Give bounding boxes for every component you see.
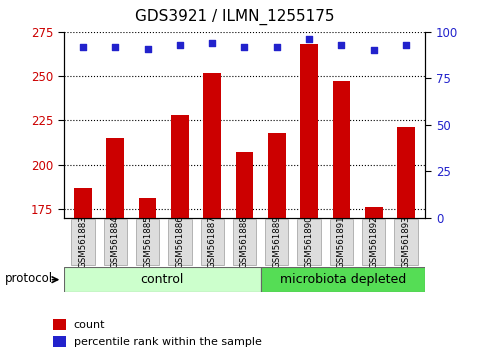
FancyBboxPatch shape [200, 219, 224, 264]
Bar [53, 336, 66, 347]
Bar [267, 133, 285, 218]
Bar [300, 44, 317, 218]
Point [272, 44, 280, 50]
Point [305, 36, 312, 42]
Text: percentile rank within the sample: percentile rank within the sample [74, 337, 261, 347]
FancyBboxPatch shape [71, 219, 94, 264]
Point [79, 44, 87, 50]
FancyBboxPatch shape [136, 219, 159, 264]
Text: protocol: protocol [5, 272, 53, 285]
Point [240, 44, 248, 50]
Bar [261, 267, 425, 292]
FancyBboxPatch shape [329, 219, 352, 264]
FancyBboxPatch shape [264, 219, 288, 264]
Text: GSM561886: GSM561886 [175, 215, 184, 268]
Text: GSM561887: GSM561887 [207, 215, 216, 268]
Point [208, 40, 216, 46]
FancyBboxPatch shape [361, 219, 385, 264]
Text: GSM561890: GSM561890 [304, 215, 313, 268]
Bar [139, 198, 156, 218]
Point [337, 42, 345, 48]
Point [401, 42, 409, 48]
Point [369, 47, 377, 53]
Bar [332, 81, 349, 218]
FancyBboxPatch shape [394, 219, 417, 264]
Bar [74, 188, 92, 218]
Text: GSM561883: GSM561883 [78, 215, 87, 268]
FancyBboxPatch shape [232, 219, 256, 264]
Bar [396, 127, 414, 218]
Text: GSM561885: GSM561885 [143, 215, 152, 268]
Bar [53, 319, 66, 330]
Bar [203, 73, 221, 218]
FancyBboxPatch shape [168, 219, 191, 264]
Point [176, 42, 183, 48]
Bar [235, 152, 253, 218]
Text: GDS3921 / ILMN_1255175: GDS3921 / ILMN_1255175 [135, 9, 334, 25]
Text: GSM561888: GSM561888 [240, 215, 248, 268]
FancyBboxPatch shape [103, 219, 127, 264]
Bar [171, 115, 188, 218]
Point [111, 44, 119, 50]
Bar [63, 267, 261, 292]
Text: GSM561889: GSM561889 [272, 215, 281, 268]
Text: GSM561891: GSM561891 [336, 215, 345, 268]
FancyBboxPatch shape [297, 219, 320, 264]
Text: GSM561893: GSM561893 [401, 215, 410, 268]
Text: GSM561884: GSM561884 [111, 215, 120, 268]
Text: control: control [140, 273, 183, 286]
Bar [364, 207, 382, 218]
Point [143, 46, 151, 51]
Text: GSM561892: GSM561892 [368, 215, 377, 268]
Bar [106, 138, 124, 218]
Text: microbiota depleted: microbiota depleted [280, 273, 406, 286]
Text: count: count [74, 320, 105, 330]
